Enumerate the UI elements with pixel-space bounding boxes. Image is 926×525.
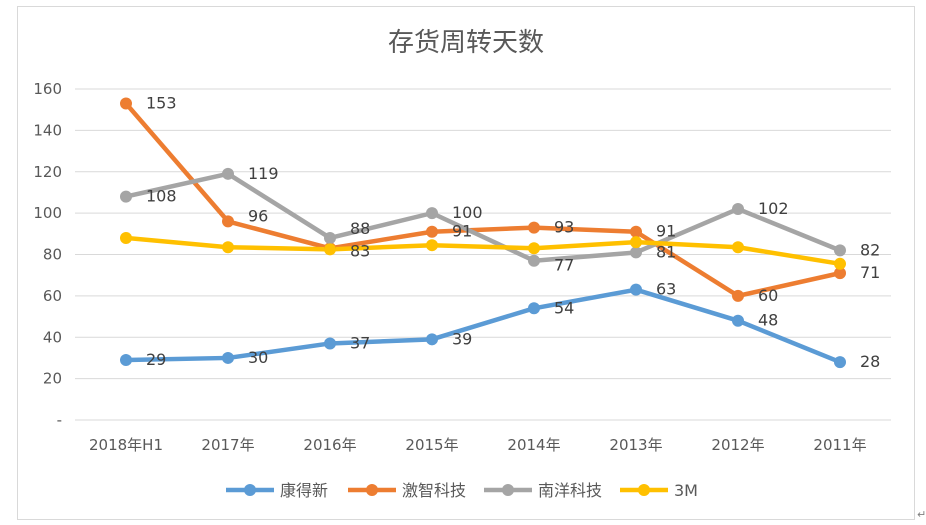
- y-tick-label: 40: [43, 328, 62, 346]
- data-label: 108: [146, 187, 177, 206]
- data-point: [426, 333, 438, 346]
- data-point: [426, 225, 438, 238]
- series-line-3: [123, 235, 843, 267]
- series-line-0: [123, 287, 843, 365]
- data-point: [120, 231, 132, 244]
- series-lines: [123, 101, 843, 365]
- data-label: 71: [860, 263, 880, 282]
- chart-frame: [17, 6, 915, 520]
- x-tick-label: 2012年: [711, 436, 764, 454]
- data-point: [528, 221, 540, 234]
- data-point: [630, 246, 642, 259]
- data-label: 83: [350, 241, 370, 260]
- x-tick-label: 2016年: [303, 436, 356, 454]
- data-point: [120, 190, 132, 203]
- data-point: [324, 243, 336, 256]
- data-label: 91: [656, 222, 676, 241]
- data-point: [324, 337, 336, 350]
- data-label: 63: [656, 280, 676, 299]
- x-tick-label: 2018年H1: [89, 436, 163, 454]
- data-label: 77: [554, 256, 574, 275]
- y-tick-label: 60: [43, 287, 62, 305]
- data-point: [222, 241, 234, 254]
- data-label: 88: [350, 219, 370, 238]
- data-point: [834, 267, 846, 280]
- data-point: [732, 241, 744, 254]
- data-label: 30: [248, 348, 268, 367]
- data-point: [732, 314, 744, 327]
- chart-title: 存货周转天数: [388, 28, 544, 58]
- legend-swatch-marker: [638, 484, 650, 496]
- gridlines: [75, 88, 891, 421]
- x-tick-label: 2014年: [507, 436, 560, 454]
- data-point: [426, 239, 438, 252]
- x-tick-label: 2015年: [405, 436, 458, 454]
- legend-swatch-marker: [244, 484, 256, 496]
- data-point: [528, 242, 540, 255]
- y-tick-label: -: [57, 411, 62, 429]
- data-point: [528, 254, 540, 267]
- data-label: 100: [452, 203, 483, 222]
- data-label: 28: [860, 352, 880, 371]
- paragraph-mark: ↵: [917, 508, 926, 521]
- data-point: [630, 225, 642, 238]
- data-point: [426, 207, 438, 220]
- data-label: 153: [146, 93, 177, 112]
- data-point: [528, 302, 540, 315]
- legend-label: 激智科技: [402, 481, 466, 500]
- data-point: [732, 289, 744, 302]
- y-tick-label: 160: [33, 80, 62, 98]
- data-label: 39: [452, 329, 472, 348]
- data-point: [222, 351, 234, 364]
- data-point: [222, 167, 234, 180]
- legend-swatch-marker: [502, 484, 514, 496]
- data-point: [630, 236, 642, 249]
- data-label: 54: [554, 298, 574, 317]
- data-point: [732, 202, 744, 215]
- legend-label: 3M: [674, 481, 698, 500]
- data-label: 60: [758, 286, 778, 305]
- data-point: [834, 257, 846, 270]
- x-tick-label: 2017年: [201, 436, 254, 454]
- data-label: 29: [146, 350, 166, 369]
- data-label: 93: [554, 218, 574, 237]
- data-label: 119: [248, 164, 279, 183]
- series-line-1: [123, 101, 843, 299]
- legend: 康得新 激智科技 南洋科技 3M: [226, 481, 698, 500]
- data-labels: 29 30 37 39 54 63 48 28 153 96 83 91 93 91 60 71 108 119 8…: [146, 93, 880, 371]
- data-point: [222, 215, 234, 228]
- data-point: [834, 356, 846, 369]
- data-label: 96: [248, 206, 268, 225]
- data-point: [324, 231, 336, 244]
- series-points: [120, 97, 846, 369]
- series-line-2: [123, 171, 843, 263]
- x-tick-label: 2011年: [813, 436, 866, 454]
- data-point: [834, 244, 846, 257]
- y-axis-tick-labels: - 20 40 60 80 100 120 140 160: [33, 80, 62, 429]
- legend-label: 南洋科技: [538, 481, 602, 500]
- legend-swatch-marker: [366, 484, 378, 496]
- data-label: 91: [452, 222, 472, 241]
- y-tick-label: 20: [43, 370, 62, 388]
- data-label: 102: [758, 199, 789, 218]
- y-tick-label: 80: [43, 246, 62, 264]
- data-point: [630, 283, 642, 296]
- y-tick-label: 120: [33, 163, 62, 181]
- data-label: 82: [860, 240, 880, 259]
- x-axis-tick-labels: 2018年H1 2017年 2016年 2015年 2014年 2013年 2012年 201…: [89, 436, 867, 454]
- data-point: [120, 354, 132, 367]
- x-tick-label: 2013年: [609, 436, 662, 454]
- y-tick-label: 140: [33, 121, 62, 139]
- data-label: 48: [758, 311, 778, 330]
- data-point: [120, 97, 132, 110]
- legend-label: 康得新: [280, 481, 328, 500]
- y-tick-label: 100: [33, 204, 62, 222]
- data-label: 37: [350, 333, 370, 352]
- data-label: 81: [656, 242, 676, 261]
